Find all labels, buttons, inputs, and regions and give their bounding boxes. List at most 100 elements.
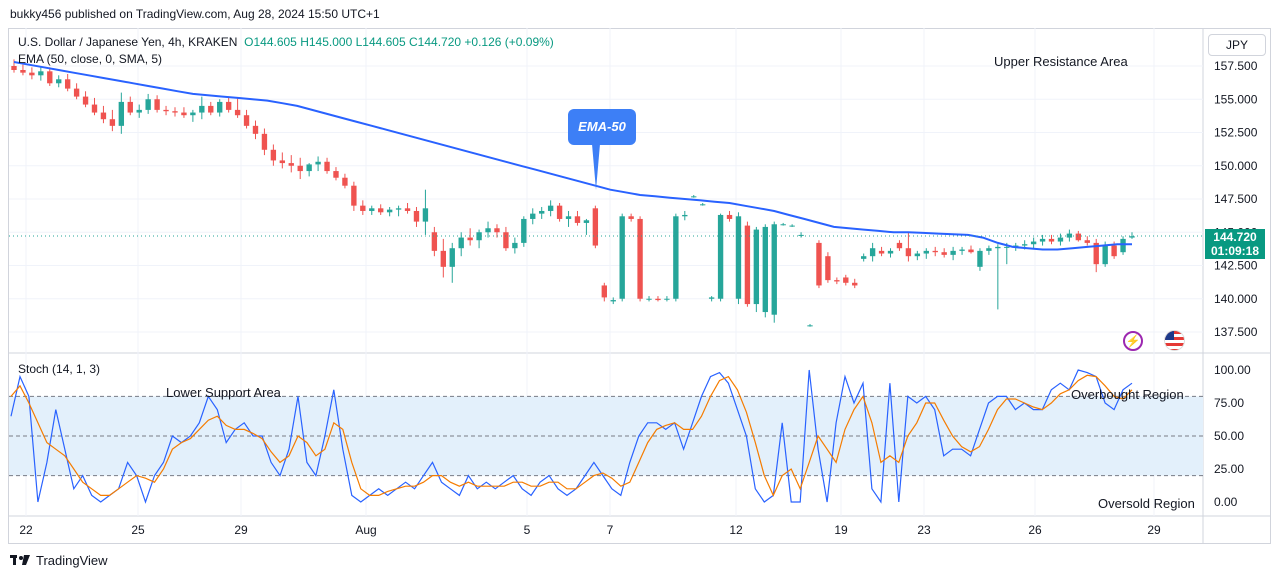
candle-down (109, 119, 116, 126)
time-tick-label: 12 (729, 523, 743, 537)
candle-down (378, 208, 384, 213)
candle-up (145, 99, 151, 110)
candle-up (547, 205, 554, 211)
symbol-legend: U.S. Dollar / Japanese Yen, 4h, KRAKEN O… (18, 35, 554, 49)
stoch-k-line[interactable] (10, 369, 1133, 504)
lower-support-label: Lower Support Area (166, 385, 281, 400)
ohlc-change: +0.126 (+0.09%) (464, 35, 554, 49)
candle-down (64, 79, 71, 89)
currency-button[interactable]: JPY (1208, 34, 1266, 56)
candle-up (771, 224, 777, 315)
candle-down (744, 225, 751, 305)
candle-up (1030, 241, 1037, 245)
time-tick-label: 25 (131, 523, 145, 537)
candle-up (780, 224, 786, 226)
time-tick-label: 26 (1028, 523, 1042, 537)
candle-down (342, 177, 348, 186)
candle-up (887, 250, 894, 254)
candle-up (923, 250, 929, 254)
stoch-legend[interactable]: Stoch (14, 1, 3) (18, 362, 101, 376)
candle-up (190, 112, 196, 116)
ema-50-line[interactable] (13, 61, 1132, 251)
candle-down (1093, 242, 1099, 265)
candle-up (1129, 236, 1135, 238)
candle-up (708, 297, 715, 299)
candle-up (458, 237, 464, 249)
candle-up (422, 208, 429, 222)
time-tick-label: 23 (917, 523, 931, 537)
stoch-tick-label: 25.00 (1214, 462, 1244, 476)
candle-up (717, 214, 724, 299)
ohlc-open: O144.605 (244, 35, 297, 49)
candle-down (467, 237, 473, 241)
candle-up (369, 208, 375, 211)
candle-down (556, 205, 563, 219)
us-flag-icon[interactable] (1164, 330, 1185, 351)
candle-down (494, 228, 500, 233)
candle-up (798, 234, 804, 236)
candle-down (154, 99, 160, 110)
candle-down (333, 171, 339, 178)
candle-down (82, 96, 89, 105)
candle-up (315, 161, 321, 165)
candle-down (932, 250, 938, 253)
candle-down (1111, 245, 1117, 257)
candle-up (986, 248, 992, 251)
candle-down (896, 242, 903, 249)
candle-down (628, 216, 634, 219)
candle-down (279, 160, 286, 164)
time-tick-label: 5 (524, 523, 531, 537)
ema-legend[interactable]: EMA (50, close, 0, SMA, 5) (18, 52, 163, 66)
price-tick-label: 140.000 (1214, 292, 1258, 306)
oversold-label: Oversold Region (1098, 496, 1195, 511)
stoch-d-line[interactable] (10, 374, 1133, 497)
upper-resistance-label: Upper Resistance Area (994, 54, 1128, 69)
price-tick-label: 137.500 (1214, 325, 1258, 339)
candle-down (878, 250, 885, 254)
candle-down (172, 111, 178, 113)
candle-up (619, 216, 625, 299)
candle-down (574, 216, 581, 223)
candle-down (47, 71, 53, 84)
candle-up (691, 196, 697, 198)
price-tick-label: 142.500 (1214, 259, 1258, 273)
candle-up (914, 253, 921, 257)
candle-down (225, 101, 232, 110)
symbol-name: U.S. Dollar / Japanese Yen, 4h, KRAKEN (18, 35, 238, 49)
candle-up (959, 249, 965, 251)
candle-up (583, 220, 590, 223)
ema-callout: EMA-50 (568, 109, 636, 145)
candle-up (217, 101, 223, 113)
stoch-tick-label: 100.00 (1214, 363, 1251, 377)
candle-down (726, 214, 733, 219)
candle-up (521, 218, 527, 243)
ema-callout-pointer (592, 144, 600, 190)
price-tick-label: 157.500 (1214, 59, 1258, 73)
published-header: bukky456 published on TradingView.com, A… (10, 7, 380, 21)
time-tick-label: Aug (355, 523, 376, 537)
candle-down (637, 218, 643, 299)
time-tick-label: 29 (234, 523, 248, 537)
lightning-icon[interactable]: ⚡ (1123, 331, 1143, 351)
candle-down (163, 109, 169, 112)
candle-up (950, 250, 956, 255)
candle-up (1039, 238, 1046, 242)
price-tick-label: 152.500 (1214, 126, 1258, 140)
last-price-label: 144.720 01:09:18 (1205, 229, 1265, 259)
candle-down (834, 280, 840, 282)
tradingview-footer[interactable]: TradingView (10, 553, 108, 568)
candle-down (288, 163, 294, 166)
price-tick-label: 155.000 (1214, 92, 1258, 106)
candle-down (324, 161, 330, 172)
candle-up (1102, 245, 1108, 265)
price-tick-label: 147.500 (1214, 192, 1258, 206)
candle-down (968, 249, 974, 253)
candle-up (753, 229, 760, 305)
candle-up (682, 214, 688, 217)
candle-down (404, 208, 411, 211)
candle-down (440, 250, 446, 267)
candle-up (485, 228, 491, 233)
last-price-value: 144.720 (1213, 230, 1257, 244)
candle-up (789, 225, 795, 227)
